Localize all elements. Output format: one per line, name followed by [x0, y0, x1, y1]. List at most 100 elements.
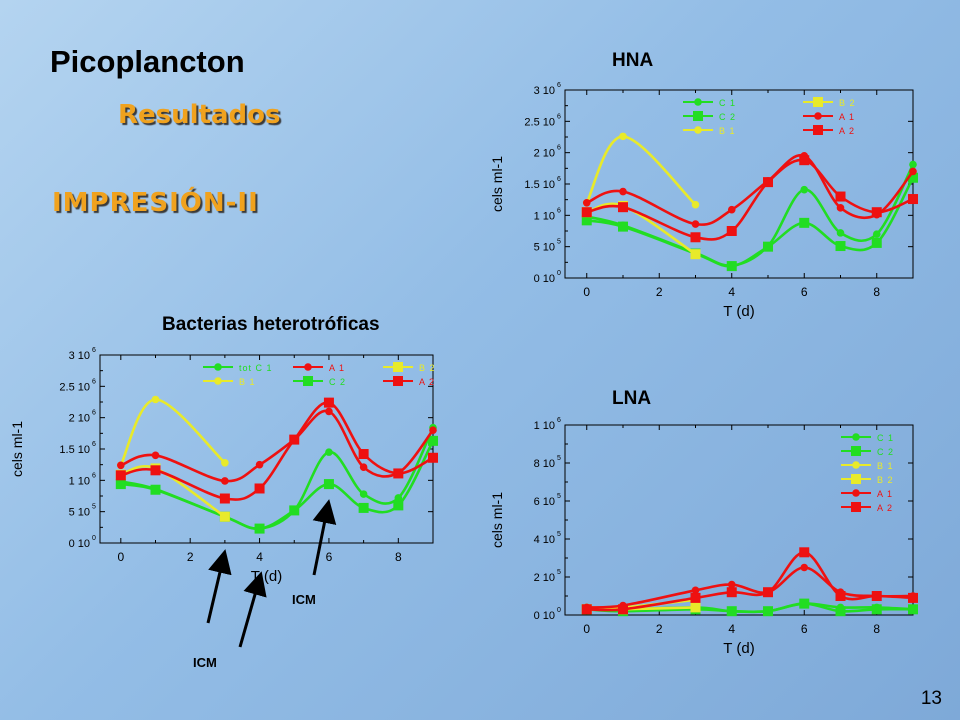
bact-legend-label-A1: A 1	[329, 363, 345, 373]
hna-point-A1	[836, 204, 845, 212]
lna-point-A2	[871, 591, 882, 601]
hna-ytick-exp: 6	[557, 207, 561, 214]
lna-point-A2	[690, 592, 701, 603]
hna-legend-label-B1: B 1	[719, 126, 736, 136]
lna-point-A2	[835, 591, 846, 601]
bact-point-B1	[221, 458, 229, 467]
hna-point-A2	[763, 177, 773, 188]
bact-point-A2	[254, 483, 265, 494]
hna-series-A2	[581, 155, 918, 243]
hna-ytick-exp: 5	[557, 239, 561, 246]
hna-xtick-label: 8	[873, 285, 880, 299]
lna-ytick-label: 4 10	[534, 534, 555, 546]
lna-chart-title: LNA	[612, 388, 652, 409]
bact-point-B2	[219, 511, 230, 522]
bact-point-A1	[255, 460, 264, 469]
lna-point-C2	[871, 604, 882, 615]
lna-ytick-label: 2 10	[534, 572, 555, 584]
hna-point-C2	[763, 241, 773, 252]
lna-line-A2	[585, 550, 915, 612]
lna-point-A2	[799, 547, 810, 558]
hna-point-A2	[835, 191, 846, 202]
bact-legend-marker-A1	[304, 363, 312, 371]
lna-ytick-label: 6 10	[534, 496, 555, 508]
hna-point-B1	[619, 132, 627, 141]
bact-point-A2	[289, 434, 300, 445]
hna-xtick-label: 0	[583, 285, 590, 299]
lna-xtick-label: 6	[801, 622, 808, 636]
bact-point-A1	[359, 463, 368, 471]
hna-series-A1	[582, 152, 917, 228]
hna-chart-title: HNA	[612, 50, 654, 71]
bact-legend-marker-A2	[393, 376, 403, 386]
hna-line-A1	[585, 153, 915, 226]
hna-point-C2	[835, 241, 846, 252]
lna-point-C2	[726, 606, 737, 617]
lna-point-B2	[690, 602, 701, 613]
bact-ytick-label: 2 10	[69, 413, 90, 425]
bact-legend-marker-B2	[393, 362, 403, 372]
lna-point-A2	[908, 592, 918, 603]
lna-legend-marker-A1	[852, 489, 860, 497]
lna-ylabel: cels ml-1	[489, 492, 505, 548]
lna-xtick-label: 8	[873, 622, 880, 636]
lna-point-C2	[799, 598, 810, 609]
bact-ytick-label: 3 10	[69, 350, 90, 362]
lna-ytick-label: 8 10	[534, 458, 555, 470]
lna-legend-marker-B1	[852, 461, 860, 469]
page-number: 13	[920, 688, 942, 709]
hna-ytick-label: 2.5 10	[524, 116, 555, 128]
bact-point-A2	[428, 452, 438, 463]
bact-line-B1	[119, 398, 227, 467]
hna-legend-marker-C2	[693, 111, 703, 121]
hna-point-C1	[800, 185, 809, 194]
icm-label-1: ICM	[193, 655, 217, 670]
hna-point-A1	[909, 167, 917, 176]
bact-point-C1	[325, 448, 333, 456]
hna-point-A2	[618, 202, 628, 213]
bact-ytick-exp: 5	[92, 504, 96, 511]
icm-arrows	[206, 499, 337, 648]
hna-point-C2	[871, 237, 882, 248]
hna-ytick-exp: 0	[557, 270, 561, 277]
hna-point-A2	[908, 194, 918, 205]
bact-ytick-label: 1 10	[69, 475, 90, 487]
lna-point-A1	[691, 586, 700, 595]
bact-ylabel: cels ml-1	[9, 421, 25, 477]
hna-ytick-label: 1 10	[534, 210, 555, 222]
bact-ytick-label: 0 10	[69, 538, 90, 550]
bact-point-C2	[115, 479, 126, 490]
lna-point-A1	[727, 580, 736, 589]
hna-point-B2	[690, 249, 701, 260]
lna-xtick-label: 2	[656, 622, 663, 636]
bact-point-A2	[393, 468, 404, 479]
hna-point-C1	[872, 230, 881, 238]
lna-point-A2	[581, 604, 592, 615]
lna-xlabel: T (d)	[723, 640, 754, 657]
lna-point-A2	[618, 604, 628, 615]
icm-label-2: ICM	[292, 592, 316, 607]
bact-point-C2	[358, 502, 369, 513]
bact-legend-label-B1: B 1	[239, 377, 256, 387]
hna-point-A1	[582, 199, 591, 207]
lna-legend-label-B1: B 1	[877, 461, 894, 471]
hna-point-A1	[691, 220, 700, 228]
hna-ylabel: cels ml-1	[489, 156, 505, 212]
bact-legend-marker-C1	[214, 363, 222, 371]
lna-ytick-exp: 5	[557, 493, 561, 500]
lna-legend-marker-C2	[851, 446, 861, 456]
hna-point-A2	[690, 232, 701, 243]
hna-ytick-label: 1.5 10	[524, 179, 555, 191]
hna-xtick-label: 2	[656, 285, 663, 299]
hna-legend-marker-C1	[694, 98, 702, 106]
hna-legend-label-A1: A 1	[839, 112, 855, 122]
bact-ytick-label: 5 10	[69, 507, 90, 519]
lna-series-A1	[582, 563, 917, 612]
hna-legend-label-A2: A 2	[839, 126, 855, 136]
bact-xtick-label: 0	[117, 550, 124, 564]
bact-ytick-label: 2.5 10	[59, 381, 90, 393]
bact-point-A1	[325, 407, 333, 416]
icm-arrow-1	[206, 549, 232, 624]
hna-point-C2	[799, 217, 810, 228]
lna-point-C2	[763, 606, 773, 617]
